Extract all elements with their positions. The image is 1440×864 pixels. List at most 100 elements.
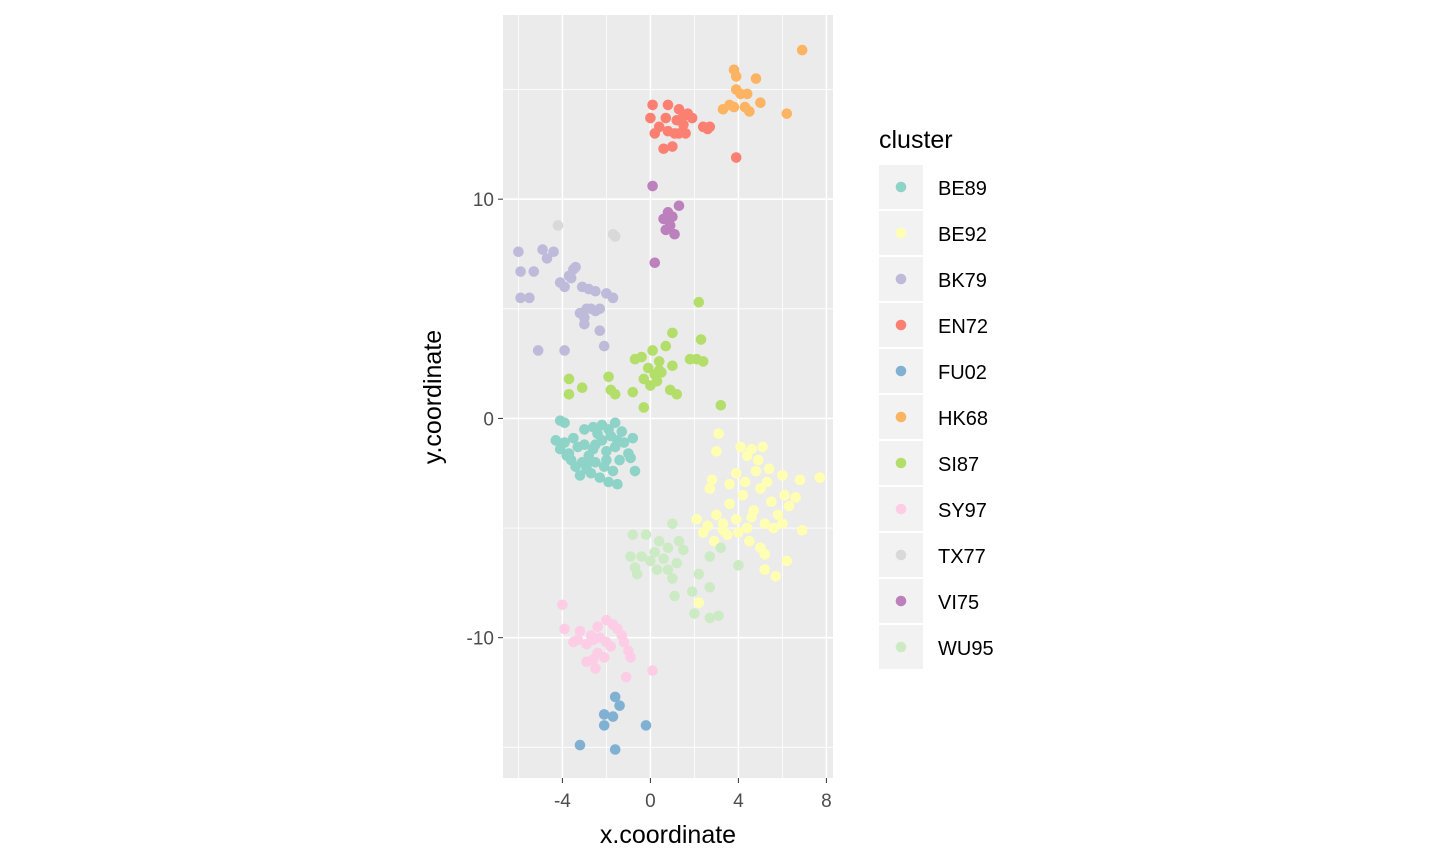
data-point bbox=[759, 564, 771, 576]
x-axis-title: x.coordinate bbox=[600, 821, 736, 849]
data-point bbox=[618, 636, 630, 648]
data-point bbox=[568, 636, 579, 648]
data-point bbox=[629, 465, 641, 477]
data-point bbox=[565, 272, 577, 284]
data-point bbox=[642, 362, 654, 374]
x-tick-label: 4 bbox=[733, 791, 744, 812]
legend-marker bbox=[895, 181, 907, 193]
data-point bbox=[695, 334, 707, 345]
series-hk68 bbox=[717, 44, 808, 119]
legend-label: VI75 bbox=[938, 592, 979, 614]
legend-label: HK68 bbox=[938, 408, 988, 430]
data-point bbox=[609, 417, 621, 429]
data-point bbox=[704, 581, 716, 593]
data-point bbox=[704, 612, 716, 624]
data-point bbox=[781, 108, 793, 119]
data-point bbox=[647, 99, 658, 111]
data-point bbox=[763, 463, 775, 475]
data-point bbox=[603, 476, 614, 488]
series-sy97 bbox=[557, 599, 658, 683]
data-point bbox=[658, 143, 669, 155]
data-point bbox=[631, 568, 643, 580]
data-point bbox=[722, 529, 733, 540]
data-point bbox=[662, 99, 674, 111]
data-point bbox=[713, 428, 724, 440]
x-tick-label: 8 bbox=[821, 791, 832, 812]
data-point bbox=[766, 496, 777, 508]
data-point bbox=[574, 625, 586, 637]
legend-item-en72: EN72 bbox=[879, 303, 988, 347]
data-point bbox=[592, 621, 603, 633]
data-point bbox=[627, 386, 639, 398]
legend-item-be89: BE89 bbox=[879, 165, 987, 209]
data-point bbox=[669, 590, 680, 602]
data-point bbox=[671, 389, 683, 400]
series-be89 bbox=[550, 415, 641, 490]
data-point bbox=[532, 345, 544, 356]
grid-major bbox=[503, 15, 833, 778]
data-point bbox=[759, 549, 771, 560]
data-points bbox=[513, 44, 826, 755]
data-point bbox=[796, 524, 808, 536]
legend-item-sy97: SY97 bbox=[879, 487, 987, 531]
data-point bbox=[724, 498, 735, 510]
data-point bbox=[554, 415, 566, 426]
data-point bbox=[673, 200, 685, 212]
data-point bbox=[627, 529, 639, 540]
data-point bbox=[693, 296, 705, 308]
legend-marker bbox=[895, 273, 907, 285]
data-point bbox=[559, 345, 570, 356]
data-point bbox=[737, 489, 749, 501]
data-point bbox=[796, 44, 808, 56]
series-be92 bbox=[691, 428, 826, 608]
data-point bbox=[636, 551, 647, 562]
series-tx77 bbox=[552, 220, 621, 242]
data-point bbox=[601, 446, 612, 457]
data-point bbox=[660, 112, 672, 124]
data-point bbox=[607, 292, 619, 304]
series-fu02 bbox=[574, 691, 652, 755]
data-point bbox=[746, 443, 757, 455]
series-bk79 bbox=[513, 244, 619, 356]
data-point bbox=[607, 465, 619, 477]
data-point bbox=[779, 489, 790, 501]
data-point bbox=[598, 340, 610, 352]
data-point bbox=[713, 610, 724, 622]
legend-label: TX77 bbox=[938, 546, 986, 568]
legend-marker bbox=[895, 227, 907, 239]
data-point bbox=[715, 399, 727, 411]
data-point bbox=[636, 351, 647, 363]
data-point bbox=[783, 500, 795, 512]
data-point bbox=[667, 141, 678, 152]
data-point bbox=[708, 535, 720, 547]
data-point bbox=[724, 478, 735, 490]
legend-label: SI87 bbox=[938, 454, 979, 476]
data-point bbox=[671, 557, 683, 569]
data-point bbox=[590, 439, 601, 451]
legend-marker bbox=[895, 641, 907, 653]
data-point bbox=[557, 599, 568, 611]
data-point bbox=[660, 224, 672, 236]
data-point bbox=[609, 389, 621, 400]
panel-background bbox=[503, 15, 833, 778]
legend-item-wu95: WU95 bbox=[879, 625, 994, 669]
legend-marker bbox=[895, 365, 907, 377]
data-point bbox=[640, 529, 652, 540]
data-point bbox=[548, 246, 559, 258]
data-point bbox=[673, 535, 685, 547]
data-point bbox=[570, 261, 581, 273]
series-vi75 bbox=[647, 180, 685, 269]
data-point bbox=[667, 518, 678, 529]
data-point bbox=[563, 389, 575, 400]
data-point bbox=[585, 467, 597, 479]
series-en72 bbox=[645, 99, 742, 163]
data-point bbox=[662, 542, 674, 554]
series-si87 bbox=[563, 296, 727, 413]
legend-item-be92: BE92 bbox=[879, 211, 987, 255]
data-point bbox=[704, 483, 716, 494]
data-point bbox=[587, 421, 599, 433]
data-point bbox=[746, 511, 757, 523]
data-point bbox=[550, 435, 562, 446]
legend-item-bk79: BK79 bbox=[879, 257, 987, 301]
data-point bbox=[581, 638, 592, 650]
